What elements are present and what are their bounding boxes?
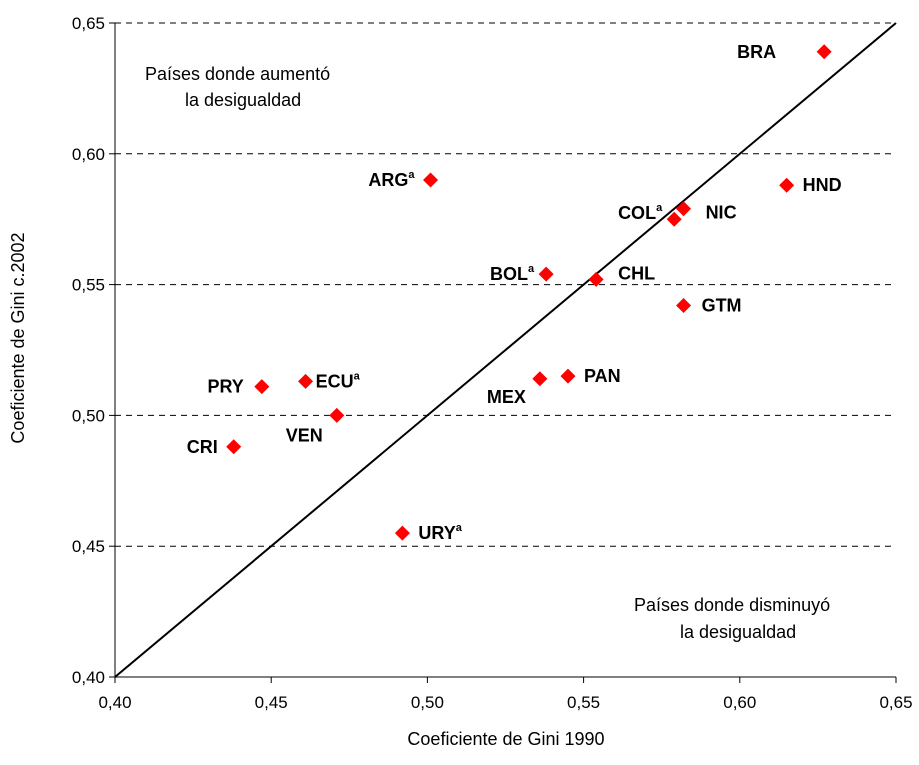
- point-labels: BRA ARGa HND NIC COLa BOLa CHL GTM PAN MEX ECUa PRY…: [187, 42, 842, 543]
- y-tick-label: 0,55: [72, 276, 105, 295]
- point-label-gtm: GTM: [702, 296, 742, 316]
- data-point-bra: [816, 44, 832, 60]
- point-label-bol: BOLa: [490, 263, 535, 284]
- x-tick-label: 0,60: [723, 693, 756, 712]
- data-points: [226, 44, 832, 541]
- data-point-bol: [538, 266, 554, 282]
- y-tick-label: 0,45: [72, 537, 105, 556]
- data-point-chl: [588, 271, 604, 287]
- grid-lines: [115, 22, 896, 547]
- x-tick-label: 0,65: [879, 693, 912, 712]
- data-point-ven: [329, 407, 345, 423]
- x-tick-label: 0,40: [98, 693, 131, 712]
- reference-line-layer: [114, 22, 897, 678]
- data-point-ury: [394, 525, 410, 541]
- x-axis-title: Coeficiente de Gini 1990: [407, 729, 604, 749]
- point-label-col: COLa: [618, 202, 663, 223]
- point-label-ecu: ECUa: [316, 370, 361, 391]
- data-point-pan: [560, 368, 576, 384]
- x-tick-label: 0,55: [567, 693, 600, 712]
- axes: 0,40 0,45 0,50 0,55 0,60 0,65 0,40 0,45 0,50 0,55…: [72, 14, 913, 712]
- x-tick-label: 0,50: [411, 693, 444, 712]
- annotation-decrease-line1: Países donde disminuyó: [634, 595, 830, 615]
- y-tick-label: 0,50: [72, 406, 105, 425]
- point-label-bra: BRA: [737, 42, 776, 62]
- data-point-pry: [254, 379, 270, 395]
- x-tick-label: 0,45: [255, 693, 288, 712]
- reference-line: [114, 22, 897, 678]
- point-label-mex: MEX: [487, 387, 526, 407]
- point-label-cri: CRI: [187, 437, 218, 457]
- point-label-pan: PAN: [584, 366, 621, 386]
- point-label-ury: URYa: [418, 522, 462, 543]
- data-point-gtm: [676, 298, 692, 314]
- data-point-mex: [532, 371, 548, 387]
- data-point-cri: [226, 439, 242, 455]
- data-point-arg: [423, 172, 439, 188]
- data-point-ecu: [298, 373, 314, 389]
- data-point-nic: [676, 201, 692, 217]
- y-tick-label: 0,40: [72, 668, 105, 687]
- point-label-arg: ARGa: [368, 169, 415, 190]
- y-axis-title: Coeficiente de Gini c.2002: [8, 232, 28, 443]
- data-point-hnd: [779, 177, 795, 193]
- y-tick-label: 0,65: [72, 14, 105, 33]
- annotation-increase-line2: la desigualdad: [185, 90, 301, 110]
- point-label-pry: PRY: [207, 377, 243, 397]
- annotation-increase-line1: Países donde aumentó: [145, 64, 330, 84]
- point-label-hnd: HND: [803, 175, 842, 195]
- point-label-chl: CHL: [618, 263, 655, 283]
- y-tick-label: 0,60: [72, 145, 105, 164]
- point-label-nic: NIC: [706, 203, 737, 223]
- data-point-col: [666, 211, 682, 227]
- point-label-ven: VEN: [286, 425, 323, 445]
- annotation-decrease-line2: la desigualdad: [680, 622, 796, 642]
